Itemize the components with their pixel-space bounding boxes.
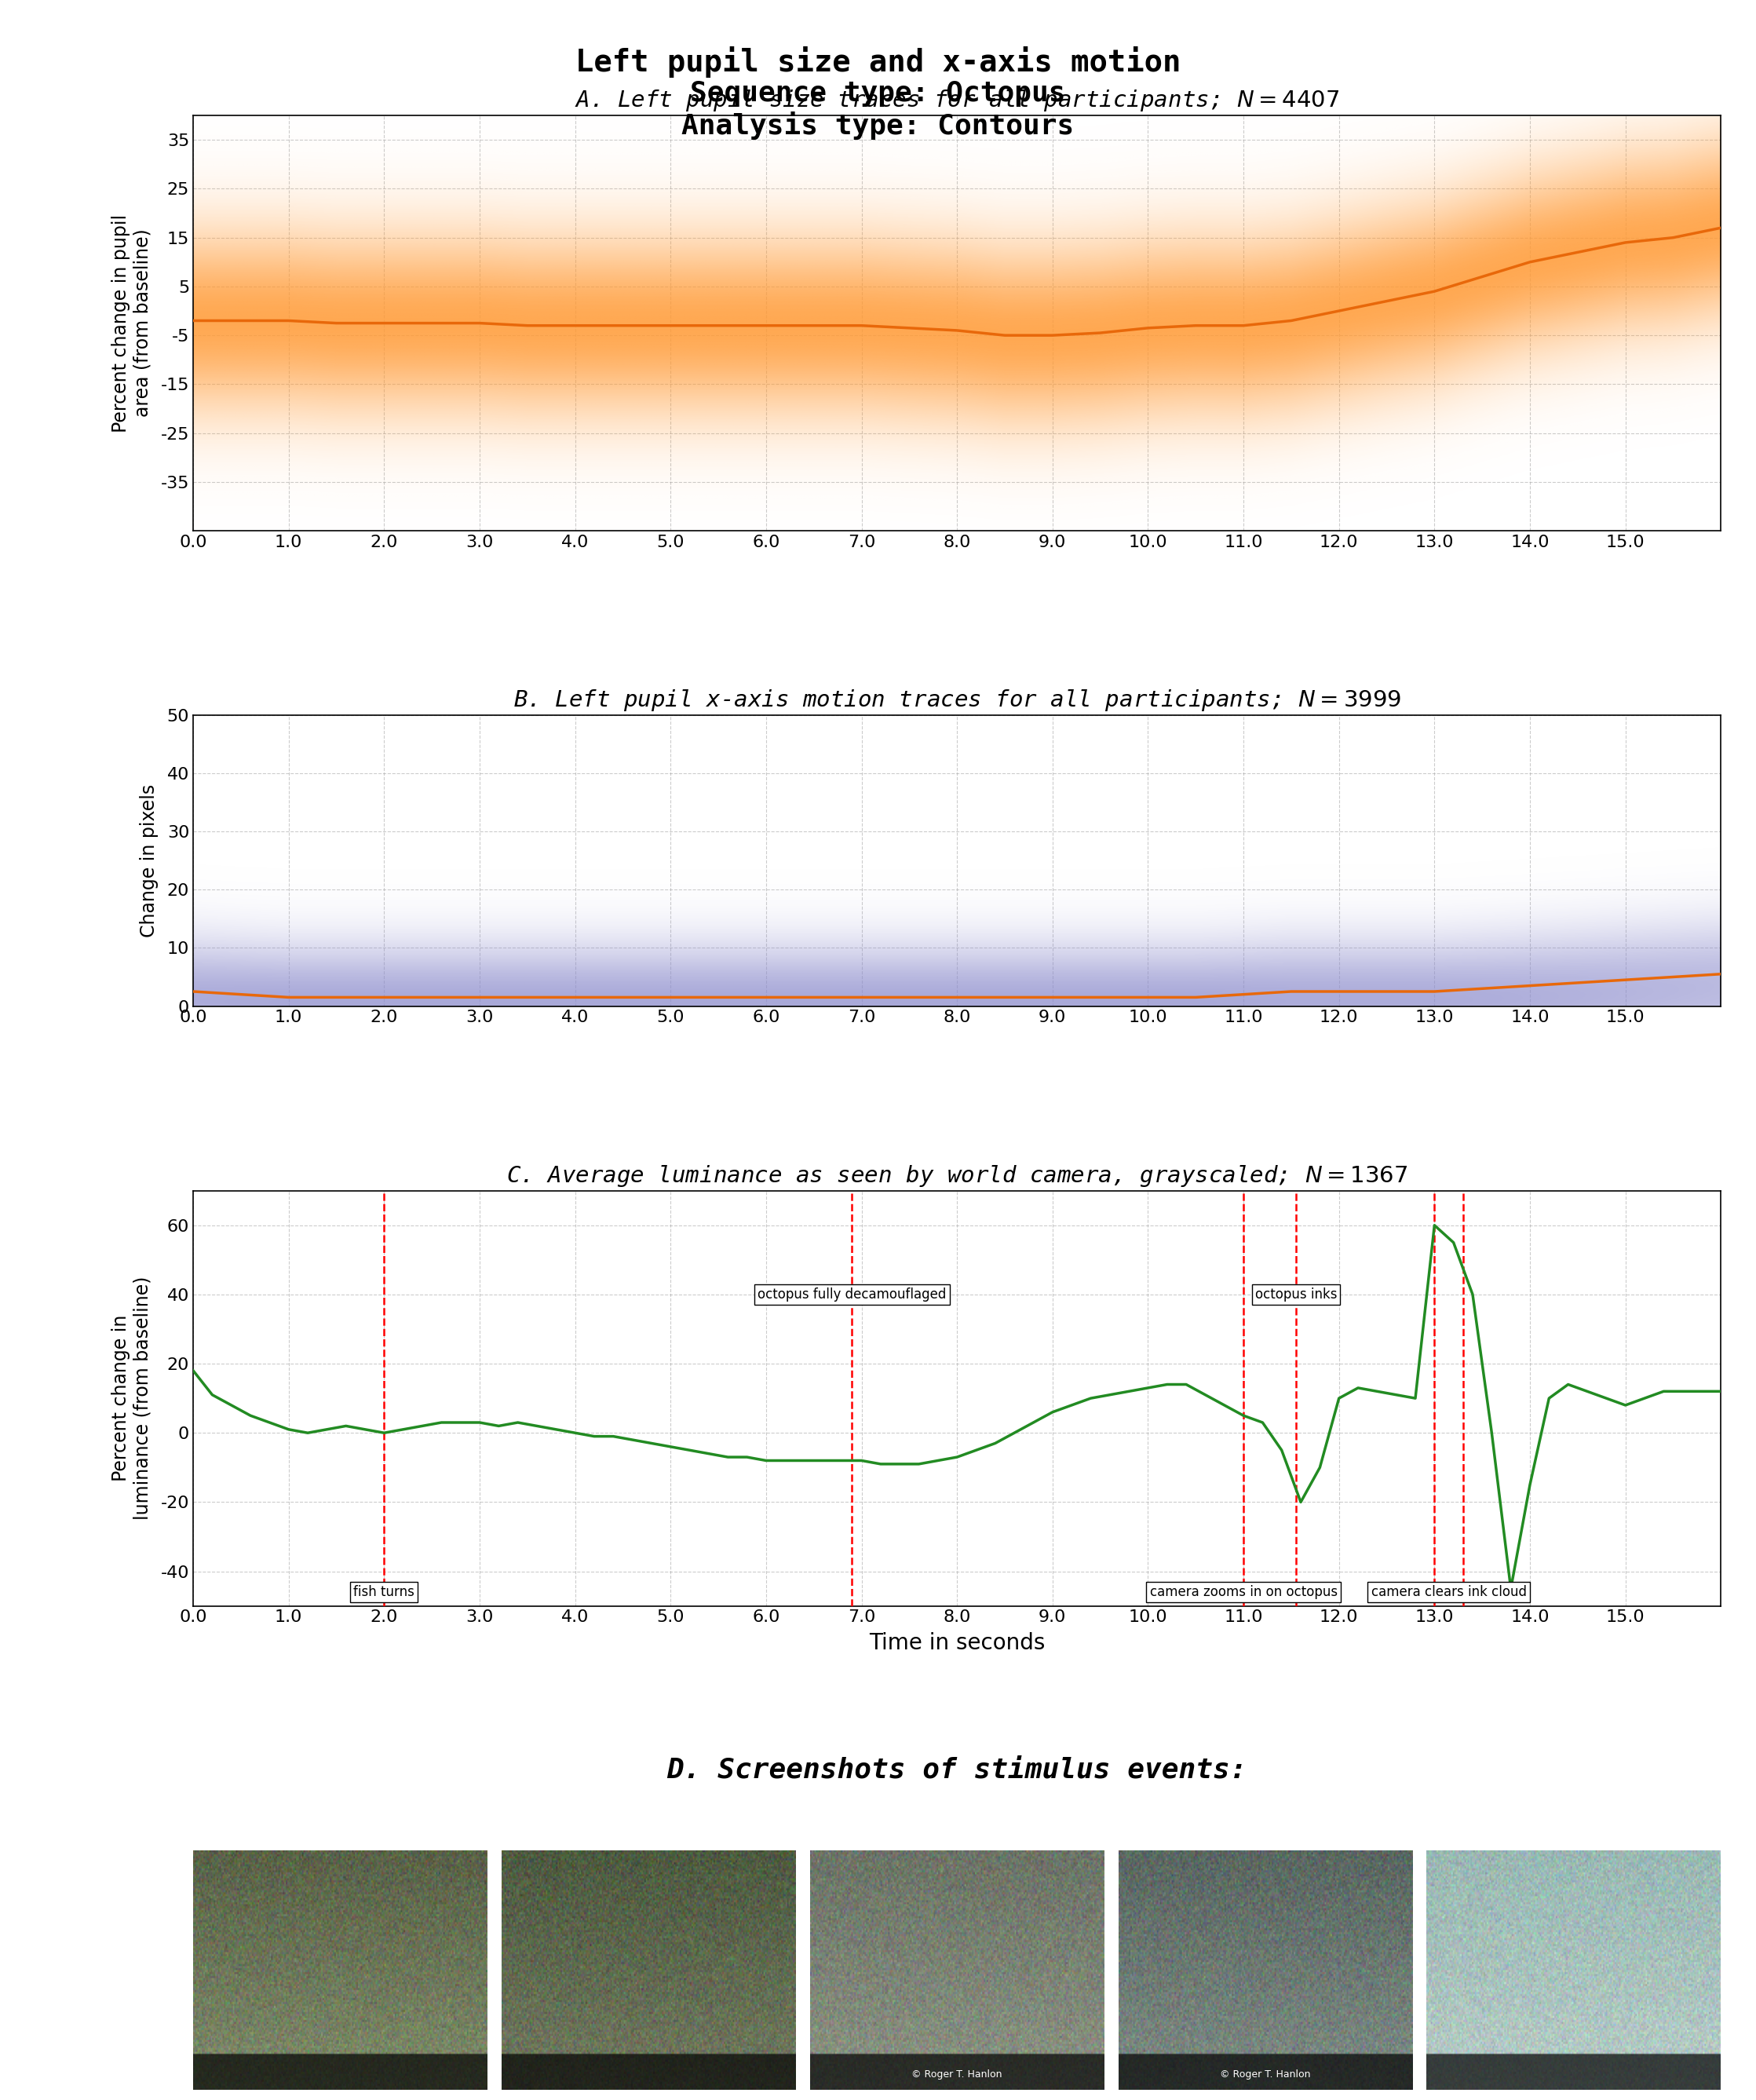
Title: C. Average luminance as seen by world camera, grayscaled; $N = 1367$: C. Average luminance as seen by world ca… [506,1163,1408,1189]
Text: Analysis type: Contours: Analysis type: Contours [681,111,1075,139]
Title: B. Left pupil x-axis motion traces for all participants; $N = 3999$: B. Left pupil x-axis motion traces for a… [513,689,1401,712]
Text: octopus inks: octopus inks [1256,1287,1336,1302]
Text: © Roger T. Hanlon: © Roger T. Hanlon [911,2071,1003,2079]
Y-axis label: Change in pixels: Change in pixels [139,783,158,937]
Text: Left pupil size and x-axis motion: Left pupil size and x-axis motion [576,46,1180,78]
Title: A. Left pupil size traces for all participants; $N = 4407$: A. Left pupil size traces for all partic… [574,88,1340,113]
X-axis label: Time in seconds: Time in seconds [869,1632,1045,1655]
Text: camera zooms in on octopus: camera zooms in on octopus [1150,1586,1338,1598]
Y-axis label: Percent change in pupil
area (from baseline): Percent change in pupil area (from basel… [111,214,153,433]
Text: © Roger T. Hanlon: © Roger T. Hanlon [1220,2071,1310,2079]
Text: octopus fully decamouflaged: octopus fully decamouflaged [757,1287,946,1302]
Text: Sequence type: Octopus: Sequence type: Octopus [690,80,1066,107]
Text: fish turns: fish turns [353,1586,414,1598]
Title: D. Screenshots of stimulus events:: D. Screenshots of stimulus events: [667,1756,1247,1783]
Y-axis label: Percent change in
luminance (from baseline): Percent change in luminance (from baseli… [111,1277,153,1520]
Text: camera clears ink cloud: camera clears ink cloud [1371,1586,1526,1598]
